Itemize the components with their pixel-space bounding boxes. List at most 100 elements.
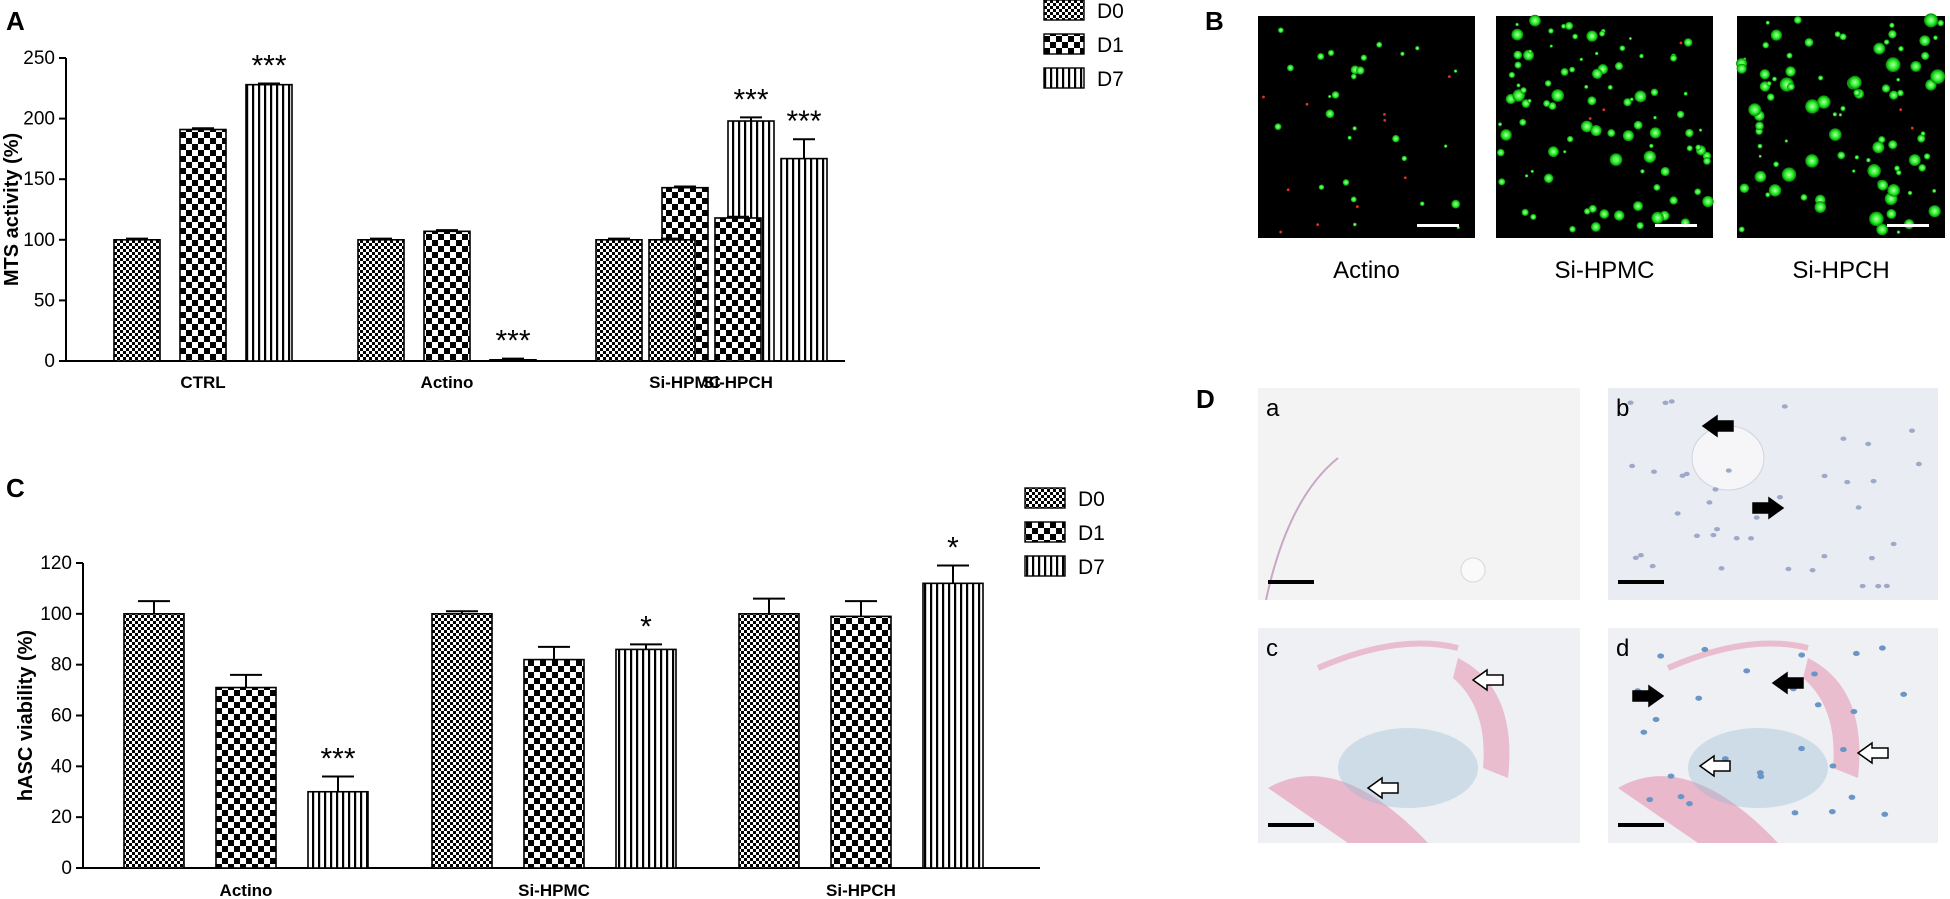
histology-image <box>1258 388 1580 601</box>
image-sublabel: c <box>1266 635 1278 662</box>
live-cell <box>1758 154 1762 158</box>
cell-nucleus <box>1756 770 1764 776</box>
cell-nucleus <box>1890 541 1897 547</box>
live-cell <box>1347 135 1352 140</box>
x-tick-label: Si-HPMC <box>649 373 721 392</box>
cell-nucleus <box>1743 668 1751 674</box>
live-cell <box>1817 95 1831 109</box>
live-cell <box>1933 35 1938 41</box>
cell-nucleus <box>1868 555 1875 561</box>
live-cell <box>1549 44 1553 48</box>
live-cell <box>1660 166 1670 177</box>
arrow-marker <box>1632 684 1665 708</box>
live-cell <box>1613 210 1625 221</box>
cell-nucleus <box>1701 646 1709 653</box>
live-cell <box>1773 161 1779 168</box>
live-cell <box>1500 129 1512 141</box>
live-cell <box>1759 69 1770 80</box>
live-cell <box>1762 41 1769 49</box>
live-cell <box>1524 174 1529 178</box>
live-cell <box>1898 45 1904 52</box>
live-cell <box>1516 83 1521 88</box>
live-cell <box>1586 30 1598 42</box>
live-cell <box>1848 75 1862 90</box>
legend-swatch <box>1043 67 1085 89</box>
y-tick-label: 0 <box>61 858 72 879</box>
live-cell <box>1685 128 1694 138</box>
arrow-marker <box>1701 414 1734 438</box>
dead-cell <box>1602 108 1606 112</box>
live-cell <box>1419 201 1425 207</box>
arrow-marker <box>1471 668 1504 692</box>
bar <box>922 582 984 869</box>
panel-label-d: D <box>1196 384 1215 414</box>
live-cell <box>1633 120 1643 130</box>
bar <box>431 613 493 869</box>
live-cell <box>1683 38 1693 47</box>
legend-swatch <box>1024 521 1066 543</box>
bar <box>780 157 828 362</box>
live-cell <box>1317 52 1325 60</box>
live-cell <box>1772 76 1777 82</box>
live-cell <box>1805 99 1820 114</box>
bar <box>357 239 405 362</box>
dead-cell <box>1262 95 1265 99</box>
x-tick-label: Si-HPCH <box>703 373 773 392</box>
chart-a: 0 50 100 150 200 250 MTS activity (%) CTRL Actin… <box>1 0 1124 392</box>
live-cell <box>1739 183 1750 194</box>
live-cell <box>1683 91 1688 96</box>
cell-nucleus <box>1881 811 1889 817</box>
live-cell <box>1670 54 1677 62</box>
live-cell <box>1530 213 1537 221</box>
panel-label-b: B <box>1205 6 1224 36</box>
live-cell <box>1928 205 1941 218</box>
image-background <box>1737 16 1945 238</box>
bar <box>489 358 537 362</box>
x-tick-label: Actino <box>421 373 474 392</box>
fluorescence-image <box>1736 13 1946 238</box>
live-cell <box>1785 66 1796 77</box>
live-cell <box>1888 140 1898 150</box>
cell-nucleus <box>1757 773 1765 780</box>
live-cell <box>1583 208 1591 215</box>
collagen-fiber <box>1316 640 1459 671</box>
y-tick-label: 100 <box>40 604 72 625</box>
cell-nucleus <box>1798 745 1805 752</box>
live-cell <box>1527 98 1532 103</box>
live-cell <box>1599 30 1605 37</box>
live-cell <box>1572 33 1578 40</box>
live-cell <box>1277 27 1284 34</box>
scale-bar <box>1268 580 1314 584</box>
live-cell <box>1634 90 1647 103</box>
live-cell <box>1694 188 1702 196</box>
live-cell <box>1513 50 1523 60</box>
live-cell <box>1837 151 1846 160</box>
significance-marker: *** <box>733 83 768 116</box>
cell-nucleus <box>1875 583 1882 589</box>
cell-nucleus <box>1640 729 1648 735</box>
cell-nucleus <box>1714 526 1721 532</box>
x-tick-label: Si-HPMC <box>518 881 590 899</box>
live-cell <box>1352 126 1357 131</box>
fluorescence-image <box>1496 14 1714 238</box>
significance-marker: * <box>947 532 959 565</box>
cell-nucleus <box>1668 399 1675 404</box>
live-cell <box>1818 75 1824 81</box>
live-cell <box>1327 49 1335 57</box>
live-cell <box>1653 183 1661 191</box>
bar <box>179 128 227 362</box>
matrix-stain <box>1688 728 1828 808</box>
live-cell <box>1519 118 1527 126</box>
live-cell <box>1883 39 1890 45</box>
live-cell <box>1580 120 1593 133</box>
live-cell <box>1569 225 1576 233</box>
live-cell <box>1325 109 1335 119</box>
live-cell <box>1649 127 1661 139</box>
live-cell <box>1839 33 1847 41</box>
cell-nucleus <box>1791 810 1799 816</box>
live-cell <box>1930 69 1946 85</box>
live-cell <box>1653 115 1657 120</box>
live-cell <box>1768 184 1782 197</box>
cell-nucleus <box>1733 536 1740 541</box>
live-cell <box>1543 99 1551 107</box>
